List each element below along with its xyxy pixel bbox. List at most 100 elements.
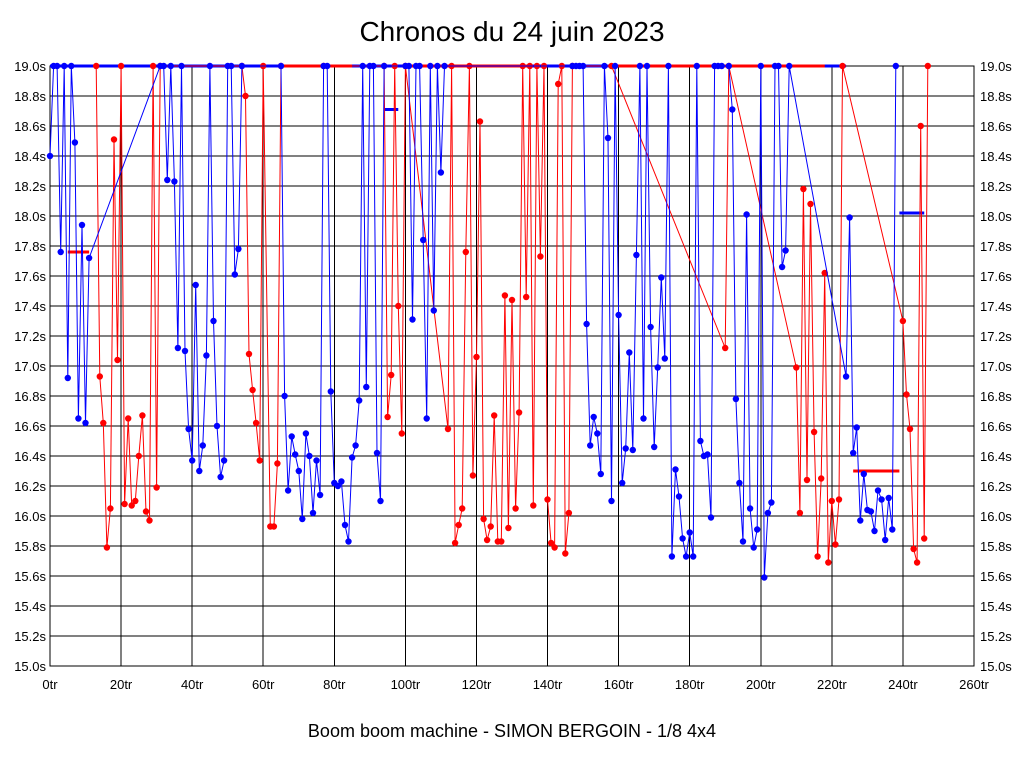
data-point: [117, 62, 125, 70]
y-tick-label-right: 18.0s: [980, 209, 1012, 224]
data-point: [736, 479, 743, 487]
data-point: [661, 355, 668, 362]
data-point: [60, 62, 68, 70]
data-point: [501, 292, 509, 299]
data-point: [757, 62, 764, 70]
data-point: [722, 344, 729, 352]
data-point: [189, 457, 196, 464]
data-point: [530, 502, 537, 509]
y-tick-label-left: 17.8s: [14, 239, 46, 254]
data-point: [71, 139, 79, 146]
data-point: [444, 425, 452, 433]
data-point: [608, 497, 615, 505]
series-red: [93, 62, 931, 566]
x-tick-label: 200tr: [746, 677, 776, 692]
y-tick-label-right: 17.0s: [980, 359, 1012, 374]
data-point: [842, 373, 850, 380]
series-line-blue: [49, 65, 897, 578]
data-point: [359, 62, 366, 70]
y-tick-label-right: 16.6s: [980, 419, 1012, 434]
data-point: [220, 457, 228, 464]
data-point: [640, 415, 647, 422]
data-point: [853, 424, 860, 431]
data-point: [228, 62, 235, 70]
y-tick-label-right: 15.2s: [980, 629, 1012, 644]
data-point: [636, 62, 644, 70]
data-point: [274, 460, 281, 467]
data-point: [697, 437, 704, 445]
data-point: [754, 526, 761, 533]
y-tick-label-left: 15.4s: [14, 599, 46, 614]
data-point: [231, 271, 238, 278]
data-point: [441, 62, 448, 70]
data-point: [164, 176, 171, 184]
data-point: [885, 494, 892, 502]
data-point: [587, 442, 594, 449]
data-point: [476, 118, 484, 125]
data-point: [420, 236, 427, 244]
data-point: [860, 470, 867, 478]
data-point: [64, 374, 72, 382]
y-tick-label-right: 17.6s: [980, 269, 1012, 284]
x-tick-label: 120tr: [462, 677, 492, 692]
data-point: [451, 539, 459, 547]
data-point: [93, 62, 100, 70]
x-tick-label: 240tr: [888, 677, 918, 692]
data-point: [316, 491, 324, 499]
data-point: [210, 317, 217, 325]
data-point: [114, 356, 121, 364]
data-point: [469, 472, 477, 479]
data-point: [270, 523, 278, 530]
y-tick-label-left: 17.6s: [14, 269, 46, 284]
y-tick-label-left: 15.0s: [14, 659, 46, 674]
data-point: [679, 535, 686, 542]
data-point: [309, 509, 317, 517]
data-point: [725, 62, 732, 70]
data-point: [750, 544, 757, 551]
data-point: [786, 62, 793, 70]
data-point: [626, 349, 633, 356]
data-point: [75, 415, 82, 422]
data-point: [284, 487, 292, 494]
data-point: [327, 388, 334, 395]
data-point: [110, 136, 118, 143]
data-point: [803, 476, 811, 484]
data-point: [768, 499, 775, 506]
data-point: [796, 509, 804, 517]
data-point: [46, 152, 54, 160]
y-tick-label-left: 16.0s: [14, 509, 46, 524]
data-point: [825, 559, 832, 566]
y-tick-label-right: 17.8s: [980, 239, 1012, 254]
data-point: [807, 200, 814, 208]
y-tick-label-right: 18.8s: [980, 89, 1012, 104]
y-tick-label-left: 16.6s: [14, 419, 46, 434]
data-point: [53, 62, 61, 70]
data-point: [818, 475, 825, 482]
y-tick-label-right: 16.8s: [980, 389, 1012, 404]
data-point: [707, 514, 715, 521]
y-tick-label-right: 15.0s: [980, 659, 1012, 674]
data-point: [380, 62, 388, 70]
data-point: [515, 409, 523, 416]
data-point: [668, 553, 676, 560]
x-tick-label: 80tr: [323, 677, 346, 692]
y-tick-label-left: 18.6s: [14, 119, 46, 134]
data-point: [654, 364, 661, 371]
data-point: [867, 508, 875, 515]
data-point: [505, 524, 512, 532]
y-tick-label-right: 18.4s: [980, 149, 1012, 164]
data-point: [551, 544, 558, 551]
data-point: [597, 470, 604, 478]
data-point: [142, 508, 150, 515]
data-point: [178, 62, 185, 70]
chart-caption: Boom boom machine - SIMON BERGOIN - 1/8 …: [307, 721, 717, 741]
data-point: [487, 523, 494, 530]
data-point: [590, 413, 597, 421]
data-point: [555, 80, 562, 88]
data-point: [889, 526, 896, 533]
data-point: [850, 449, 857, 457]
data-point: [85, 254, 93, 262]
data-point: [917, 122, 924, 130]
y-tick-label-right: 16.4s: [980, 449, 1012, 464]
data-point: [622, 445, 629, 452]
